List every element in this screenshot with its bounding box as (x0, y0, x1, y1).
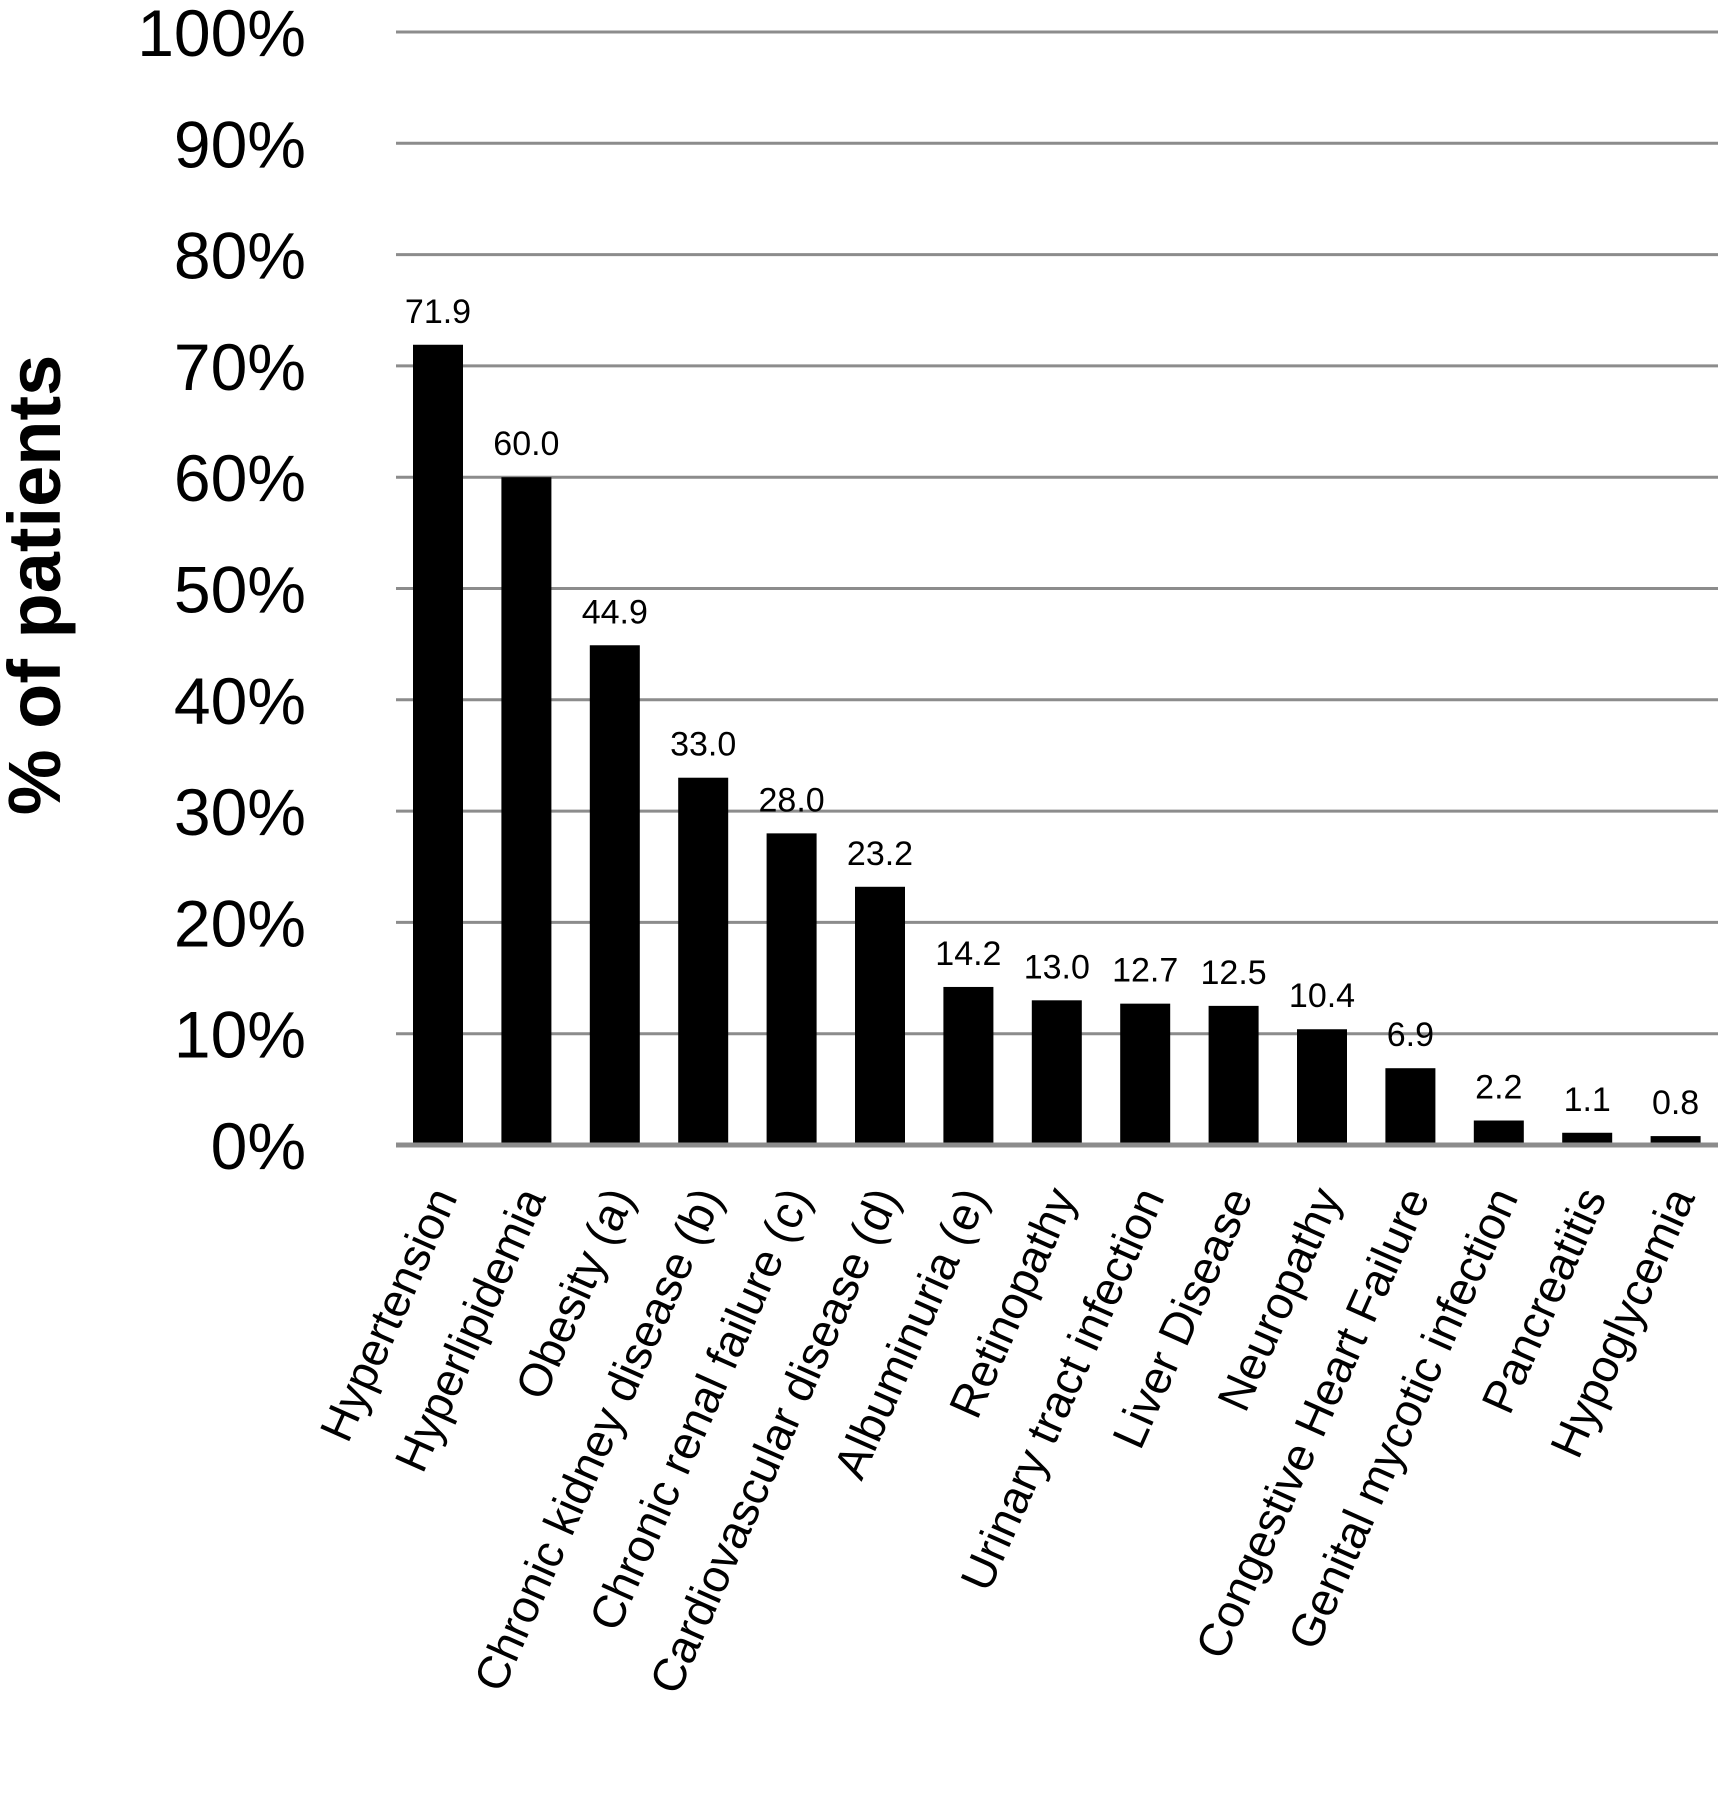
bar-13 (1562, 1132, 1613, 1145)
bar-6 (943, 986, 994, 1145)
bar-5 (855, 886, 905, 1145)
data-label: 28.0 (759, 781, 825, 819)
bar-1 (501, 477, 552, 1145)
y-tick-label: 10% (174, 998, 306, 1072)
y-tick-label: 60% (174, 441, 306, 515)
y-tick-label: 90% (174, 107, 306, 181)
y-tick-label: 40% (174, 664, 306, 738)
bar-10 (1297, 1029, 1347, 1145)
bar-0 (413, 344, 463, 1145)
data-labels: 71.9 60.0 44.9 33.0 28.0 23.2 14.2 13.0 12.7 12.5… (405, 293, 1699, 1122)
data-label: 0.8 (1652, 1084, 1699, 1122)
y-tick-label: 80% (174, 219, 306, 293)
y-axis-tick-labels: 0% 10% 20% 30% 40% 50% 60% 70% 80% 90% 100% (137, 0, 306, 1183)
bar-3 (678, 777, 729, 1145)
y-tick-label: 70% (174, 330, 306, 404)
data-label: 60.0 (493, 425, 559, 463)
data-label: 33.0 (670, 726, 736, 764)
bar-8 (1120, 1003, 1171, 1145)
data-label: 71.9 (405, 293, 471, 331)
bar-4 (766, 833, 817, 1145)
data-label: 13.0 (1024, 948, 1090, 986)
y-tick-label: 20% (174, 886, 306, 960)
data-label: 44.9 (582, 593, 648, 631)
data-label: 1.1 (1564, 1081, 1611, 1119)
bars (413, 344, 1701, 1145)
bar-7 (1031, 1000, 1082, 1145)
data-label: 6.9 (1387, 1016, 1434, 1054)
data-label: 23.2 (847, 835, 913, 873)
data-label: 12.5 (1201, 954, 1267, 992)
data-label: 10.4 (1289, 977, 1355, 1015)
bar-14 (1650, 1136, 1701, 1145)
y-tick-label: 100% (137, 0, 306, 70)
bar-12 (1473, 1120, 1524, 1145)
data-label: 12.7 (1112, 952, 1178, 990)
bar-2 (589, 645, 640, 1145)
y-tick-label: 0% (211, 1109, 306, 1183)
data-label: 14.2 (935, 935, 1001, 973)
y-axis-title: % of patients (0, 355, 76, 815)
y-tick-label: 50% (174, 553, 306, 627)
bar-9 (1208, 1005, 1259, 1145)
bar-11 (1385, 1068, 1436, 1145)
data-label: 2.2 (1475, 1069, 1522, 1107)
y-tick-label: 30% (174, 775, 306, 849)
